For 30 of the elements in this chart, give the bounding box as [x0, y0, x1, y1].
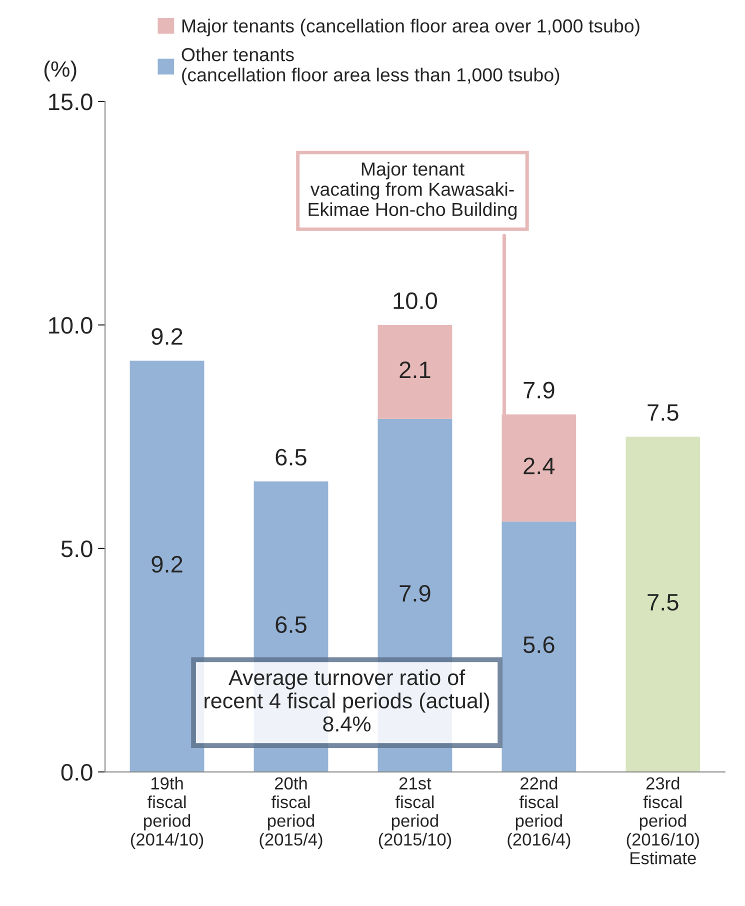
data-label: 2.1: [400, 362, 430, 378]
x-tick-label: 22nd fiscal period (2016/4): [508, 776, 570, 850]
legend-label: Other tenants (cancellation floor area less than 1,000 tsubo): [182, 48, 560, 86]
total-label: 9.2: [152, 328, 182, 345]
data-label: 5.6: [523, 636, 554, 654]
bar: [378, 324, 452, 419]
annotation: Average turnover ratio of recent 4 fiscal periods (actual) 8.4%: [204, 669, 490, 732]
x-tick-label: 23rd fiscal period (2016/10) Estimate: [626, 776, 699, 864]
bar: [130, 360, 204, 772]
data-label: 9.2: [152, 556, 182, 573]
total-label: 10.0: [394, 292, 438, 310]
data-label: 2.4: [524, 458, 555, 474]
y-tick-label: 15.0: [49, 94, 92, 110]
total-label: 7.5: [648, 404, 678, 421]
y-tick-label: 10.0: [49, 317, 92, 334]
legend-label: Major tenants (cancellation floor area over 1,000 tsubo): [182, 18, 640, 36]
total-label: 7.9: [524, 382, 554, 399]
bar: [502, 522, 576, 772]
x-tick-label: 21st fiscal period (2015/10): [378, 777, 452, 850]
data-label: 7.9: [400, 584, 430, 602]
x-tick-label: 20th fiscal period (2015/4): [260, 776, 322, 850]
y-tick-label: 0.0: [61, 764, 92, 781]
bar: [626, 436, 700, 772]
y-tick-label: 5.0: [61, 540, 92, 558]
data-label: 6.5: [276, 616, 306, 633]
data-label: 7.5: [648, 594, 678, 611]
y-axis-title: (%): [44, 60, 76, 82]
x-tick-label: 19th fiscal period (2014/10): [130, 776, 204, 850]
annotation: Major tenant vacating from Kawasaki- Ekimae Hon-cho Building: [308, 162, 517, 220]
total-label: 6.5: [276, 448, 306, 466]
